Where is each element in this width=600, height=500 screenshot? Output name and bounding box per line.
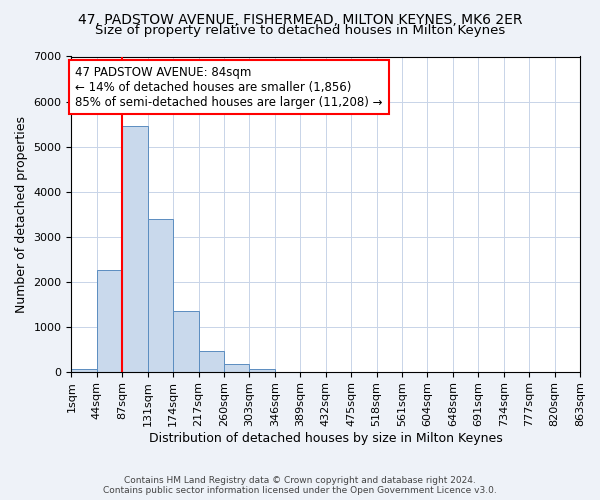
Y-axis label: Number of detached properties: Number of detached properties <box>15 116 28 312</box>
Bar <box>97 270 122 372</box>
Bar <box>148 218 173 372</box>
X-axis label: Distribution of detached houses by size in Milton Keynes: Distribution of detached houses by size … <box>149 432 503 445</box>
Bar <box>250 369 275 372</box>
Bar <box>173 311 199 372</box>
Bar <box>122 126 148 372</box>
Text: 47 PADSTOW AVENUE: 84sqm
← 14% of detached houses are smaller (1,856)
85% of sem: 47 PADSTOW AVENUE: 84sqm ← 14% of detach… <box>75 66 383 108</box>
Text: 47, PADSTOW AVENUE, FISHERMEAD, MILTON KEYNES, MK6 2ER: 47, PADSTOW AVENUE, FISHERMEAD, MILTON K… <box>78 12 522 26</box>
Bar <box>71 370 97 372</box>
Text: Size of property relative to detached houses in Milton Keynes: Size of property relative to detached ho… <box>95 24 505 37</box>
Bar <box>224 364 250 372</box>
Text: Contains HM Land Registry data © Crown copyright and database right 2024.
Contai: Contains HM Land Registry data © Crown c… <box>103 476 497 495</box>
Bar <box>199 352 224 372</box>
